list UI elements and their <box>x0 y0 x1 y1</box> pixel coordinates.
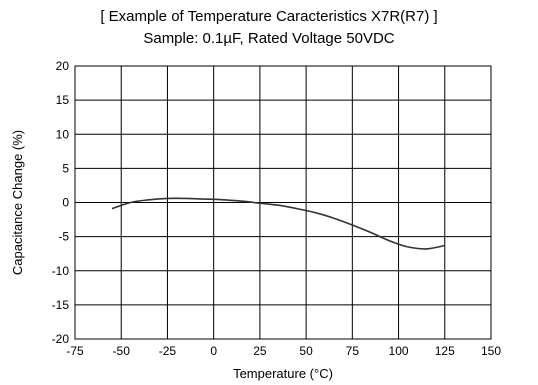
chart-subtitle: Sample: 0.1µF, Rated Voltage 50VDC <box>143 30 395 47</box>
y-tick-label: -5 <box>58 230 69 244</box>
y-tick-label: -15 <box>52 298 70 312</box>
y-tick-label: -20 <box>52 332 70 346</box>
x-tick-label: 150 <box>481 344 501 358</box>
x-axis-label: Temperature (°C) <box>233 366 333 381</box>
x-tick-label: 0 <box>210 344 217 358</box>
x-tick-label: -25 <box>159 344 177 358</box>
y-tick-label: -10 <box>52 264 70 278</box>
y-tick-label: 5 <box>62 161 69 175</box>
y-axis-label: Capacitance Change (%) <box>10 130 25 275</box>
x-tick-label: 25 <box>253 344 267 358</box>
series-layer <box>111 197 445 250</box>
x-tick-label: -75 <box>66 344 84 358</box>
y-tick-label: 10 <box>56 127 70 141</box>
x-tick-label: 50 <box>299 344 313 358</box>
chart-title: [ Example of Temperature Caracteristics … <box>100 8 438 25</box>
y-axis-ticks: 20 15 10 5 0 -5 -10 -15 -20 <box>52 59 70 346</box>
y-tick-label: 0 <box>62 196 69 210</box>
x-axis-ticks: -75 -50 -25 0 25 50 75 100 125 150 <box>66 344 501 358</box>
grid <box>74 65 492 340</box>
plot-area-frame <box>74 65 492 340</box>
y-tick-label: 20 <box>56 59 70 73</box>
series-line <box>111 197 445 250</box>
x-tick-label: -50 <box>113 344 131 358</box>
x-tick-label: 100 <box>389 344 409 358</box>
x-tick-label: 125 <box>435 344 455 358</box>
x-tick-label: 75 <box>346 344 360 358</box>
y-tick-label: 15 <box>56 93 70 107</box>
